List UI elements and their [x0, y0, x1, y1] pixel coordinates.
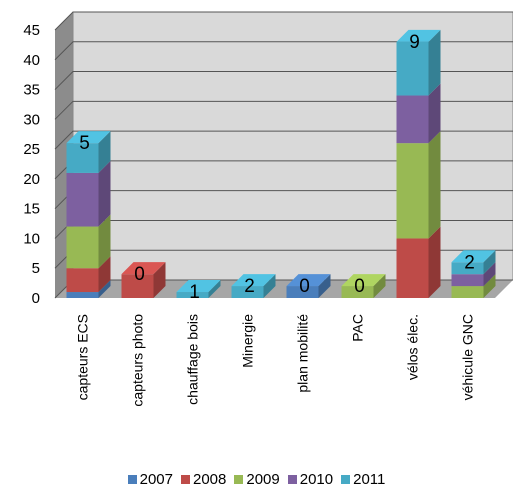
category-label: capteurs ECS: [75, 314, 91, 400]
bar-side: [263, 274, 276, 298]
bar-segment: [66, 268, 99, 293]
bar-side: [428, 29, 441, 96]
bar-top: [66, 131, 111, 144]
bar-segment: [66, 292, 99, 298]
bar-segment: [66, 143, 99, 173]
bar-side: [98, 214, 111, 269]
legend-swatch: [234, 475, 244, 484]
y-tick-label: 10: [23, 230, 40, 247]
bar-top: [341, 274, 386, 287]
y-tick-label: 45: [23, 22, 40, 39]
legend-swatch: [287, 475, 297, 484]
data-labels: 5 0 1 2 0 0 9 2: [79, 32, 475, 303]
bar-segment: [66, 172, 99, 227]
bar-side: [483, 250, 496, 275]
chart-walls: [55, 11, 513, 298]
legend-label: 2008: [192, 471, 227, 488]
legend: 2007 2008 2009 2010 2011: [0, 471, 513, 488]
category-label: Minergie: [240, 314, 256, 368]
legend-item: 2010: [287, 471, 334, 488]
legend-item: 2011: [341, 471, 385, 488]
bar-top: [286, 274, 331, 287]
bar-segment: [121, 274, 154, 298]
bar-side: [428, 226, 441, 298]
gridline: [54, 11, 513, 31]
legend-item: 2008: [180, 471, 227, 488]
bar-segment: [286, 286, 319, 298]
data-label: 5: [79, 133, 90, 154]
y-tick-label: 20: [23, 171, 40, 188]
bar-segment: [66, 226, 99, 269]
bar-top: [176, 280, 221, 293]
bar-segment: [341, 286, 374, 298]
legend-swatch: [180, 475, 190, 484]
bar-segment: [451, 262, 484, 275]
category-label: capteurs photo: [130, 314, 146, 407]
y-tick-label: 15: [23, 201, 40, 218]
bar-segment: [396, 238, 429, 298]
gridline: [54, 100, 513, 120]
bar-side: [98, 256, 111, 293]
bar-side: [153, 262, 166, 298]
gridline: [54, 41, 513, 61]
bar-segment: [396, 143, 429, 239]
legend-item: 2007: [127, 471, 173, 488]
y-tick-label: 5: [32, 260, 40, 277]
legend-item: 2009: [234, 471, 280, 488]
y-tick-label: 0: [32, 290, 40, 307]
bar-side: [98, 280, 111, 298]
data-label: 0: [299, 276, 310, 297]
bar-top: [231, 274, 276, 287]
y-tick-label: 40: [23, 52, 40, 69]
legend-swatch: [341, 475, 351, 484]
category-label: chauffage bois: [185, 314, 201, 405]
category-labels: capteurs ECS capteurs photo chauffage bois…: [75, 314, 476, 407]
category-label: vélos élec.: [405, 314, 421, 380]
bar-top: [121, 262, 166, 275]
category-label: PAC: [350, 314, 366, 342]
legend-swatch: [127, 475, 137, 484]
data-label: 2: [244, 276, 255, 297]
bar-segment: [451, 274, 484, 287]
bar-segment: [396, 41, 429, 96]
data-label: 2: [464, 252, 475, 273]
bar-segment: [451, 286, 484, 298]
gridline: [54, 130, 513, 150]
y-tick-label: 25: [23, 141, 40, 158]
bar-segment: [396, 95, 429, 144]
back-wall: [72, 11, 513, 281]
gridlines: [54, 11, 513, 299]
bar-side: [208, 280, 221, 298]
bar-side: [98, 160, 111, 227]
legend-label: 2007: [139, 471, 173, 488]
legend-label: 2010: [299, 471, 334, 488]
bars: [66, 29, 496, 298]
data-label: 9: [409, 32, 420, 53]
data-label: 0: [354, 276, 365, 297]
y-axis-ticks: 0 5 10 15 20 25 30 35 40 45: [23, 22, 40, 307]
bar-side: [483, 274, 496, 298]
legend-label: 2009: [246, 471, 280, 488]
bar-side: [428, 83, 441, 144]
y-tick-label: 30: [23, 111, 40, 128]
bar-side: [483, 262, 496, 287]
bar-segment: [231, 286, 264, 298]
category-label: véhicule GNC: [460, 314, 476, 400]
bar-side: [428, 131, 441, 239]
data-label: 0: [134, 264, 145, 285]
bar-top: [396, 29, 441, 42]
bar-side: [318, 274, 331, 298]
data-label: 1: [189, 282, 200, 303]
gridline: [54, 71, 513, 90]
legend-label: 2011: [353, 471, 386, 488]
category-label: plan mobilité: [295, 314, 311, 393]
bar-segment: [176, 292, 209, 298]
bar-top: [451, 250, 496, 263]
bar-side: [373, 274, 386, 298]
y-tick-label: 35: [23, 82, 40, 99]
bar-side: [98, 131, 111, 173]
